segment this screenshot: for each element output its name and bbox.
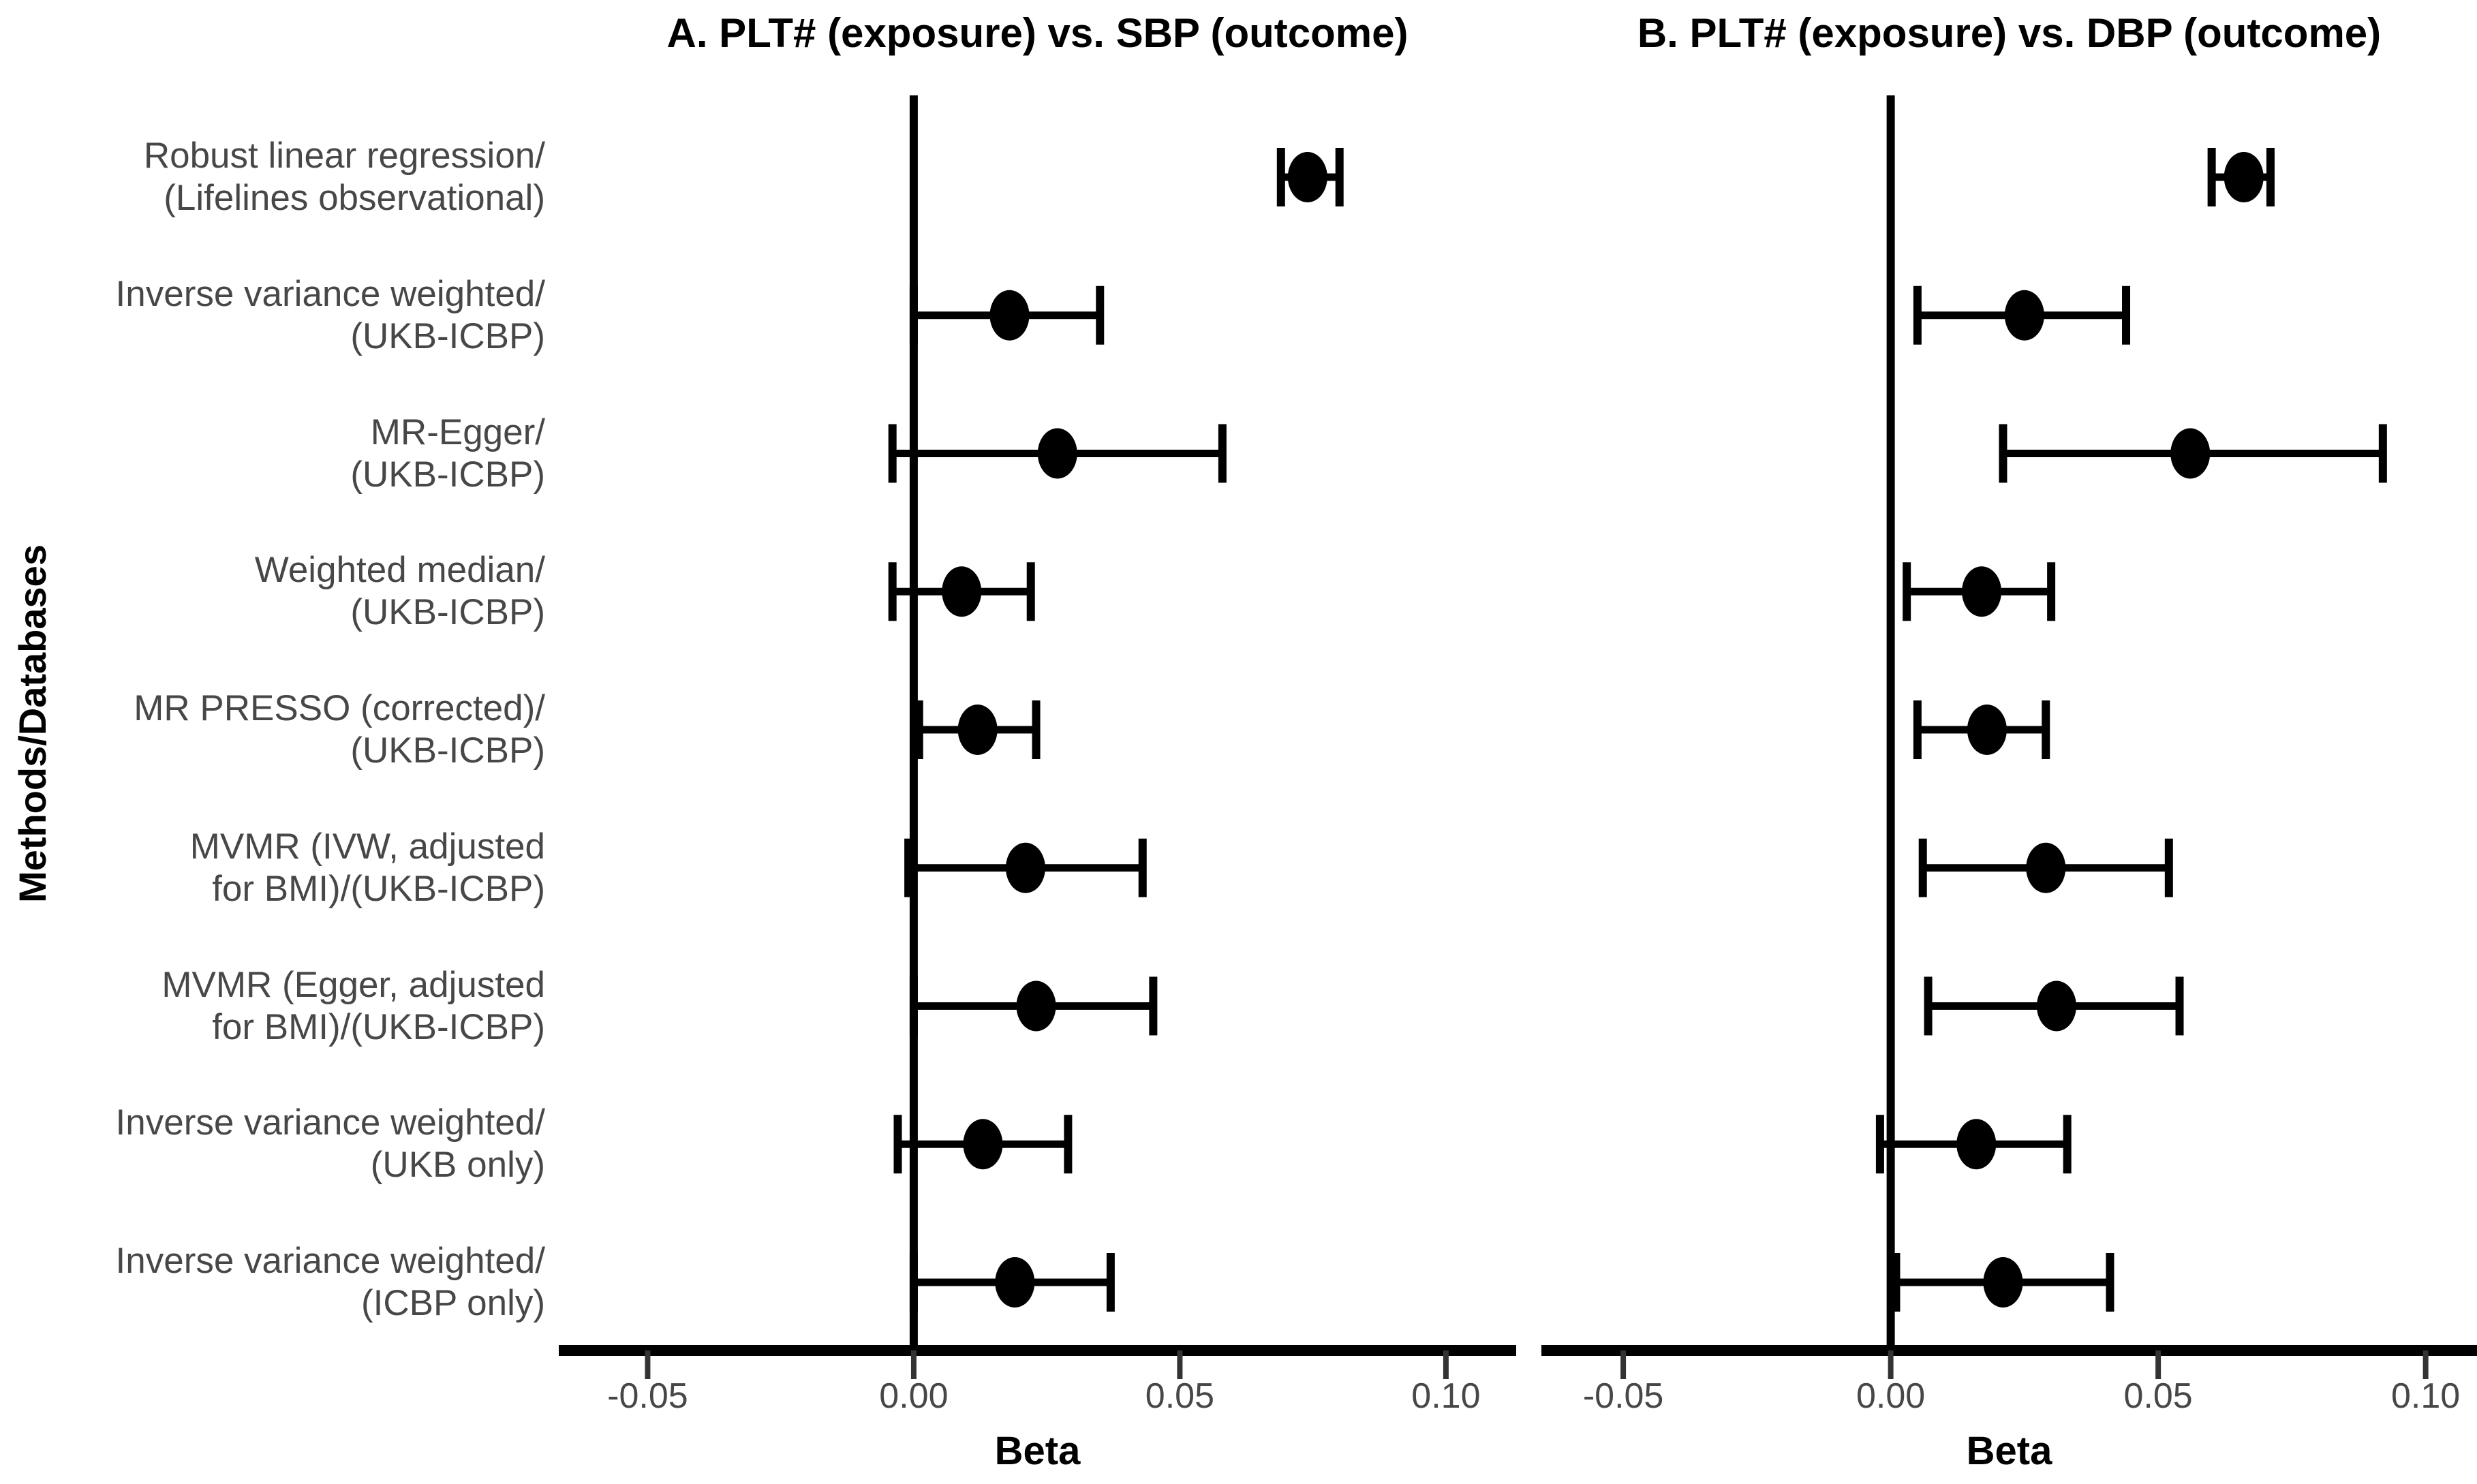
method-label-line2: (UKB only)	[370, 1145, 545, 1186]
panel-a-point-estimate-row-5	[957, 705, 998, 755]
panel-a-point-estimate-row-8	[963, 1119, 1003, 1170]
method-label-line2: (ICBP only)	[361, 1283, 545, 1323]
panel-b-point-estimate-row-5	[1967, 705, 2007, 755]
panel-b-title: B. PLT# (exposure) vs. DBP (outcome)	[1637, 10, 2382, 56]
panel-a-point-estimate-row-1	[1287, 152, 1327, 202]
panel-a-x-tick-label: -0.05	[607, 1376, 688, 1416]
panel-a-point-estimate-row-7	[1016, 980, 1056, 1032]
method-label-line1: Weighted median/	[254, 550, 545, 591]
method-label-row-6: MVMR (IVW, adjusted for BMI)/(UKB-ICBP)	[0, 826, 545, 910]
panel-b-x-tick-label: -0.05	[1583, 1376, 1664, 1416]
panel-b-point-estimate-row-3	[2170, 428, 2211, 479]
method-label-line1: Inverse variance weighted/	[115, 1241, 545, 1281]
panel-b-x-tick-label: 0.05	[2124, 1376, 2193, 1416]
method-label-line2: (UKB-ICBP)	[350, 592, 545, 633]
method-label-line1: MVMR (IVW, adjusted	[189, 826, 545, 867]
panel-a-point-estimate-row-9	[995, 1257, 1035, 1308]
method-label-line2: (UKB-ICBP)	[350, 730, 545, 771]
panel-a-title: A. PLT# (exposure) vs. SBP (outcome)	[666, 10, 1409, 56]
method-label-line1: MR-Egger/	[370, 412, 545, 452]
panel-a-point-estimate-row-2	[989, 290, 1030, 341]
panel-b-point-estimate-row-7	[2036, 980, 2076, 1032]
panel-a-point-estimate-row-3	[1037, 428, 1077, 479]
method-label-row-4: Weighted median/(UKB-ICBP)	[0, 549, 545, 634]
method-label-row-7: MVMR (Egger, adjusted for BMI)/(UKB-ICBP)	[0, 964, 545, 1049]
panel-b-point-estimate-row-6	[2026, 842, 2066, 893]
method-label-line2: (UKB-ICBP)	[350, 454, 545, 495]
method-label-line2: (Lifelines observational)	[164, 178, 545, 218]
panel-b-x-tick-label: 0.10	[2391, 1376, 2460, 1416]
panel-a-x-tick-label: 0.05	[1145, 1376, 1214, 1416]
panel-a-x-tick-label: 0.10	[1411, 1376, 1480, 1416]
method-label-line2: for BMI)/(UKB-ICBP)	[212, 868, 545, 909]
panel-b-point-estimate-row-8	[1956, 1119, 1997, 1170]
panel-b-x-axis-label: Beta	[1966, 1429, 2052, 1473]
method-label-line1: MR PRESSO (corrected)/	[134, 688, 545, 728]
method-label-row-9: Inverse variance weighted/(ICBP only)	[0, 1240, 545, 1325]
method-label-line2: (UKB-ICBP)	[350, 315, 545, 356]
method-label-row-3: MR-Egger/(UKB-ICBP)	[0, 412, 545, 496]
method-label-line1: MVMR (Egger, adjusted	[161, 964, 545, 1005]
panel-a-point-estimate-row-4	[942, 566, 982, 617]
panel-b-point-estimate-row-9	[1983, 1257, 2023, 1308]
method-label-line1: Inverse variance weighted/	[115, 1102, 545, 1143]
method-label-row-2: Inverse variance weighted/(UKB-ICBP)	[0, 273, 545, 358]
panel-b-point-estimate-row-1	[2224, 152, 2264, 202]
panel-b-x-tick-label: 0.00	[1856, 1376, 1925, 1416]
panel-a-x-axis-label: Beta	[994, 1429, 1081, 1473]
method-label-row-8: Inverse variance weighted/(UKB only)	[0, 1102, 545, 1186]
panel-a-point-estimate-row-6	[1005, 842, 1045, 893]
method-label-line2: for BMI)/(UKB-ICBP)	[212, 1006, 545, 1047]
method-label-row-1: Robust linear regression/(Lifelines obse…	[0, 135, 545, 219]
panel-b-point-estimate-row-2	[2004, 290, 2044, 341]
method-label-row-5: MR PRESSO (corrected)/(UKB-ICBP)	[0, 687, 545, 772]
panel-b-point-estimate-row-4	[1962, 566, 2002, 617]
method-label-line1: Inverse variance weighted/	[115, 273, 545, 314]
method-label-line1: Robust linear regression/	[143, 136, 545, 176]
panel-a-x-tick-label: 0.00	[879, 1376, 948, 1416]
